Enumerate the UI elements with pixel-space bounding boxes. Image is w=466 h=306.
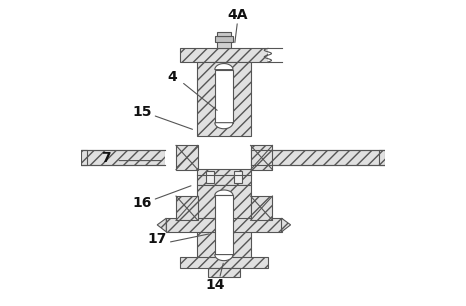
Bar: [215, 196, 233, 255]
Polygon shape: [215, 64, 233, 69]
Bar: [217, 32, 231, 36]
Bar: [217, 39, 231, 48]
Bar: [208, 268, 240, 277]
Bar: [82, 150, 165, 165]
Bar: [215, 69, 233, 123]
Polygon shape: [281, 218, 291, 232]
Bar: [180, 48, 268, 62]
Polygon shape: [215, 190, 233, 196]
Text: 14: 14: [205, 278, 225, 292]
Bar: [215, 36, 233, 42]
Polygon shape: [157, 218, 166, 232]
Polygon shape: [378, 150, 384, 165]
Bar: [251, 145, 273, 170]
Bar: [268, 48, 281, 62]
Polygon shape: [215, 255, 233, 261]
Bar: [176, 196, 198, 220]
Text: 4: 4: [167, 70, 177, 84]
Bar: [206, 170, 214, 183]
Bar: [197, 169, 251, 185]
Text: 17: 17: [148, 233, 167, 246]
Bar: [166, 218, 281, 232]
Bar: [197, 62, 251, 136]
Bar: [165, 150, 197, 165]
Text: 16: 16: [132, 196, 152, 210]
Text: 4A: 4A: [227, 8, 248, 22]
Bar: [176, 145, 198, 170]
Bar: [233, 170, 242, 183]
Bar: [251, 196, 273, 220]
Text: 7: 7: [101, 151, 110, 165]
Bar: [251, 150, 384, 165]
Bar: [197, 185, 251, 259]
Polygon shape: [215, 123, 233, 129]
Polygon shape: [82, 150, 88, 165]
Bar: [180, 257, 268, 268]
Text: 15: 15: [132, 105, 152, 119]
